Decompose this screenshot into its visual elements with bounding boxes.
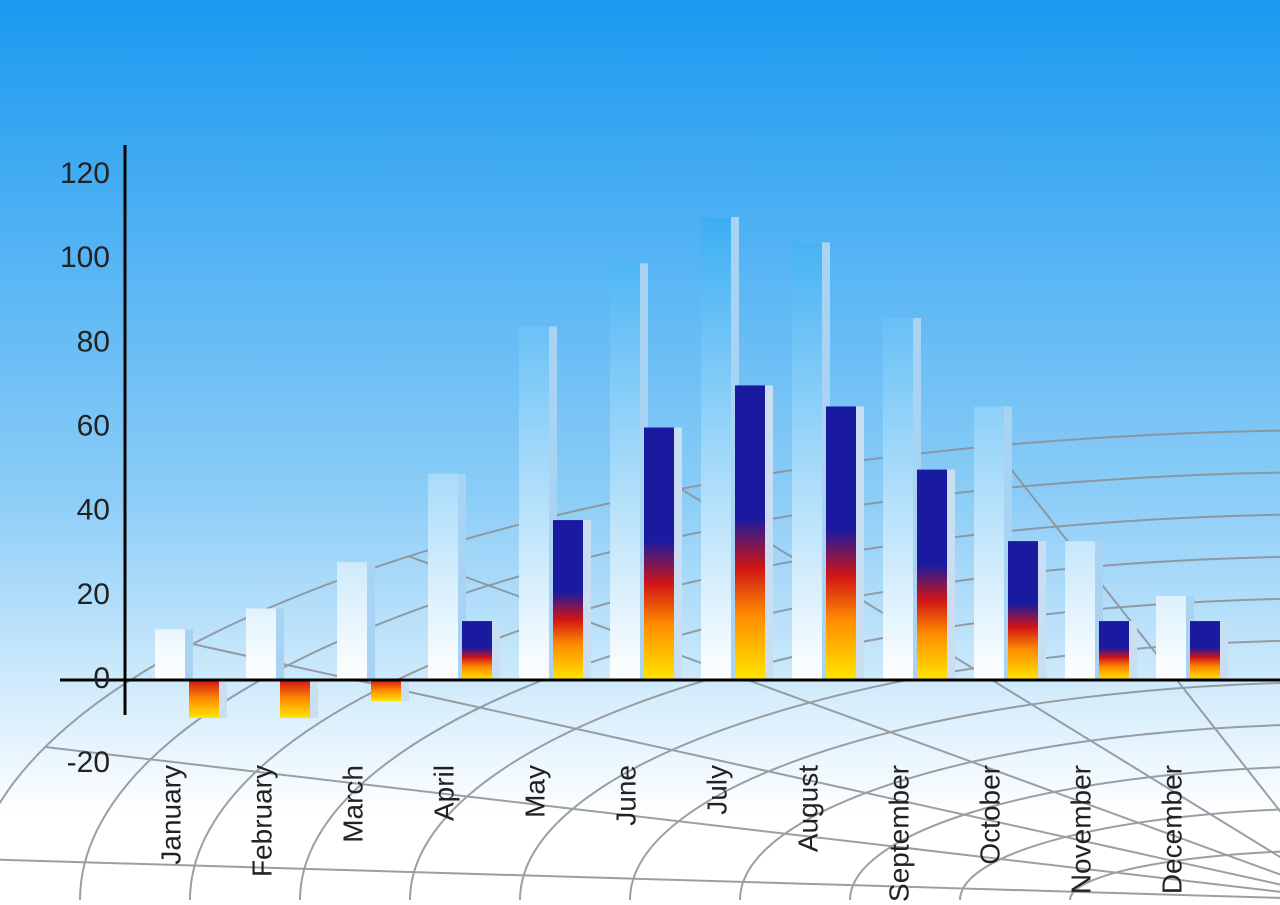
bar-blue-july [701, 217, 731, 680]
bar-fire-august [826, 406, 856, 680]
bar-blue-december [1156, 596, 1186, 680]
bar-blue-november [1065, 541, 1095, 680]
xlabel-june: June [610, 765, 641, 826]
ytick-100: 100 [60, 241, 110, 274]
bar-fire-september [917, 470, 947, 680]
bar-fire-february [280, 680, 310, 718]
chart-svg: -20 0 20 40 60 80 100 120 January February March Ap… [0, 0, 1280, 905]
bar-fire-november [1099, 621, 1129, 680]
ytick-80: 80 [77, 325, 110, 358]
ytick-120: 120 [60, 157, 110, 190]
bar-fire-march [371, 680, 401, 701]
bar-blue-october [974, 406, 1004, 680]
xlabel-november: November [1065, 765, 1096, 894]
bar-fire-june [644, 428, 674, 681]
xlabel-february: February [246, 765, 277, 877]
bar-blue-april [428, 474, 458, 680]
ytick-20: 20 [77, 578, 110, 611]
bar-fire-december [1190, 621, 1220, 680]
bar-blue-march [337, 562, 367, 680]
xlabel-september: September [883, 765, 914, 902]
xlabel-october: October [974, 765, 1005, 865]
xlabel-august: August [792, 765, 823, 852]
bar-blue-september [883, 318, 913, 680]
ytick-40: 40 [77, 494, 110, 527]
xlabel-december: December [1156, 765, 1187, 894]
ytick--20: -20 [67, 746, 110, 779]
xlabel-january: January [155, 765, 186, 865]
xlabel-may: May [519, 765, 550, 818]
bar-blue-may [519, 327, 549, 681]
bar-fire-july [735, 385, 765, 680]
ytick-0: 0 [93, 662, 110, 695]
bar-fire-may [553, 520, 583, 680]
bar-fire-january [189, 680, 219, 718]
ytick-60: 60 [77, 409, 110, 442]
bar-fire-october [1008, 541, 1038, 680]
bar-blue-february [246, 608, 276, 680]
bar-blue-august [792, 242, 822, 680]
bar-blue-january [155, 630, 185, 681]
chart-stage: -20 0 20 40 60 80 100 120 January February March Ap… [0, 0, 1280, 905]
bar-blue-june [610, 263, 640, 680]
xlabel-april: April [428, 765, 459, 821]
xlabel-march: March [337, 765, 368, 843]
xlabel-july: July [701, 765, 732, 815]
bar-fire-april [462, 621, 492, 680]
